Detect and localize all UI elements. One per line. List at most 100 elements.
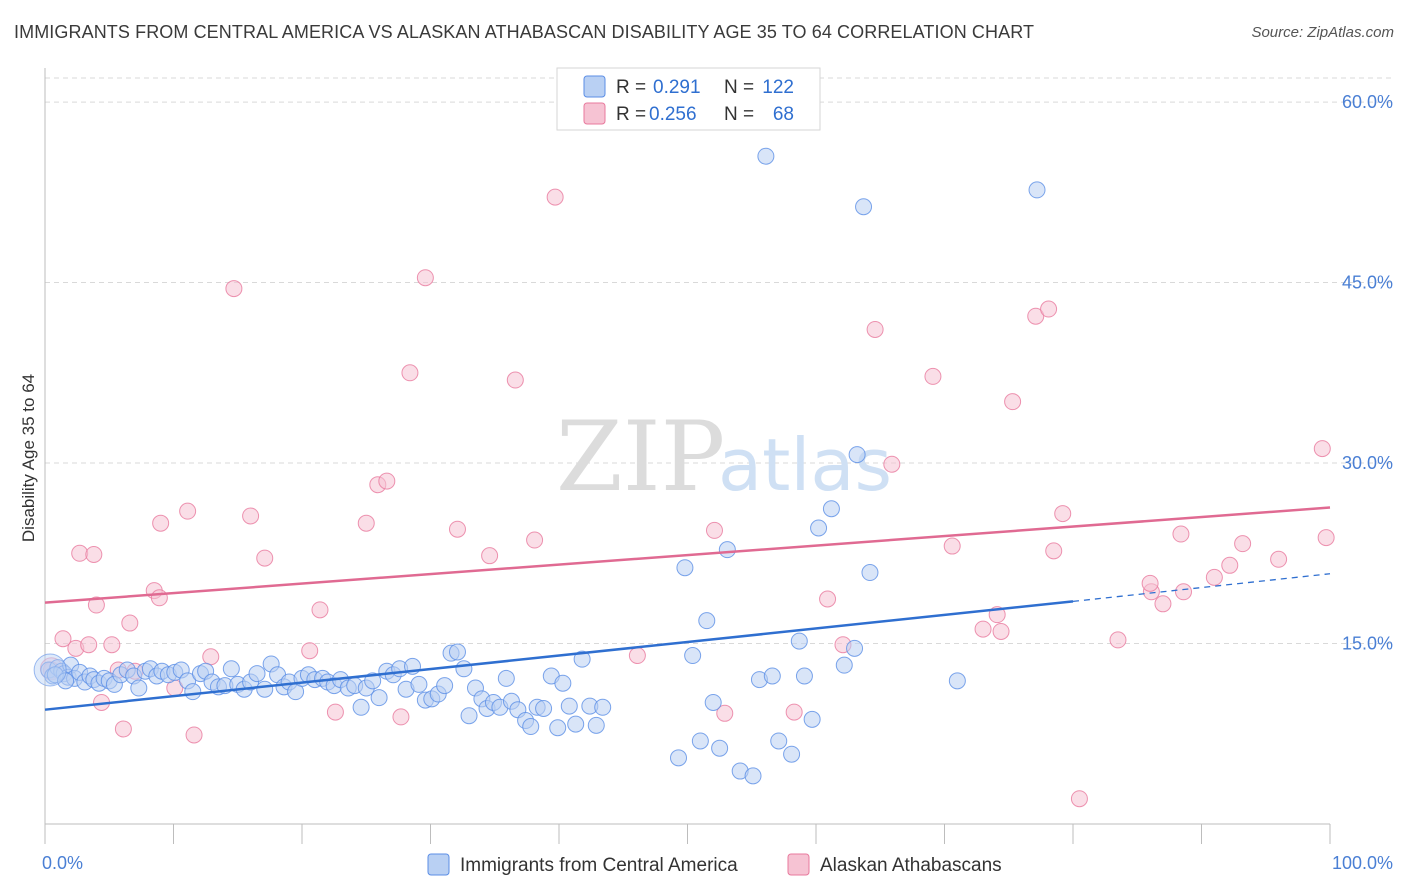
- pink-point: [1054, 505, 1072, 523]
- pink-point: [416, 269, 434, 287]
- y-tick-label: 45.0%: [1342, 273, 1393, 293]
- pink-point: [152, 514, 170, 532]
- pink-point: [546, 188, 564, 206]
- pink-point: [71, 544, 89, 562]
- bottom-legend-label-blue: Immigrants from Central America: [460, 855, 738, 876]
- pink-point: [1004, 393, 1022, 411]
- y-tick-labels: 15.0% 30.0% 45.0% 60.0%: [1342, 92, 1393, 653]
- legend-r-value-pink: 0.256: [649, 104, 697, 125]
- blue-point: [130, 679, 148, 697]
- legend-n-label-blue: N =: [724, 77, 754, 98]
- bottom-legend-swatch-pink: [787, 853, 810, 876]
- legend-swatch-pink: [583, 102, 606, 125]
- pink-point: [357, 514, 375, 532]
- pink-point: [87, 596, 105, 614]
- blue-point: [770, 732, 788, 750]
- blue-point: [670, 749, 688, 767]
- series-legend: Immigrants from Central America Alaskan …: [427, 853, 1002, 876]
- pink-point: [225, 280, 243, 298]
- series-blue-points: [33, 147, 1046, 785]
- blue-point: [587, 716, 605, 734]
- blue-point: [256, 680, 274, 698]
- pink-point: [1027, 307, 1045, 325]
- pink-point: [1270, 550, 1288, 568]
- pink-point: [54, 630, 72, 648]
- bottom-legend-swatch-blue: [427, 853, 450, 876]
- blue-point: [795, 667, 813, 685]
- blue-point: [822, 500, 840, 518]
- blue-point: [1028, 181, 1046, 199]
- blue-point: [448, 643, 466, 661]
- blue-point: [684, 647, 702, 665]
- watermark: ZIP atlas: [556, 401, 892, 513]
- blue-point: [744, 767, 762, 785]
- watermark-zip: ZIP: [556, 401, 725, 513]
- blue-point: [803, 710, 821, 728]
- legend-r-label-blue: R =: [616, 77, 646, 98]
- pink-point: [1141, 574, 1159, 592]
- pink-point: [121, 614, 139, 632]
- y-tick-label: 60.0%: [1342, 92, 1393, 112]
- blue-point: [535, 699, 553, 717]
- watermark-atlas: atlas: [718, 423, 892, 507]
- blue-point: [560, 697, 578, 715]
- blue-point: [410, 675, 428, 693]
- y-tick-label: 15.0%: [1342, 634, 1393, 654]
- blue-point: [522, 718, 540, 736]
- x-tick-label-end: 100.0%: [1332, 853, 1393, 873]
- blue-point: [757, 147, 775, 165]
- pink-point: [1205, 568, 1223, 586]
- pink-point: [481, 547, 499, 565]
- pink-point: [1040, 300, 1058, 318]
- gridlines: [45, 77, 1394, 645]
- chart-title: IMMIGRANTS FROM CENTRAL AMERICA VS ALASK…: [14, 22, 1035, 42]
- blue-point: [835, 656, 853, 674]
- pink-point: [974, 620, 992, 638]
- blue-point: [861, 564, 879, 582]
- pink-point: [150, 589, 168, 607]
- pink-point: [202, 648, 220, 666]
- legend-swatch-blue: [583, 75, 606, 98]
- legend-n-value-blue: 122: [762, 77, 794, 98]
- pink-point: [943, 537, 961, 555]
- pink-point: [103, 636, 121, 654]
- y-tick-label: 30.0%: [1342, 453, 1393, 473]
- pink-point: [924, 367, 942, 385]
- blue-point: [460, 707, 478, 725]
- pink-point: [80, 636, 98, 654]
- blue-point: [676, 559, 694, 577]
- blue-point: [704, 693, 722, 711]
- pink-point: [392, 708, 410, 726]
- pink-point: [1175, 583, 1193, 601]
- pink-point: [242, 507, 260, 525]
- pink-point: [85, 545, 103, 563]
- pink-point: [301, 642, 319, 660]
- pink-point: [1234, 535, 1252, 553]
- pink-point: [866, 320, 884, 338]
- blue-point: [948, 672, 966, 690]
- pink-point: [1313, 440, 1331, 458]
- blue-point: [790, 632, 808, 650]
- blue-point: [848, 446, 866, 464]
- blue-point-cluster: [33, 653, 67, 687]
- pink-point: [1172, 525, 1190, 543]
- axes: [44, 68, 1331, 844]
- pink-point: [992, 622, 1010, 640]
- x-tick-labels: 0.0% 100.0%: [42, 853, 1393, 873]
- pink-point: [883, 455, 901, 473]
- pink-point: [705, 521, 723, 539]
- y-axis-label: Disability Age 35 to 64: [19, 374, 38, 542]
- legend-r-label-pink: R =: [616, 104, 646, 125]
- pink-point: [526, 531, 544, 549]
- bottom-legend-label-pink: Alaskan Athabascans: [820, 855, 1002, 876]
- blue-point: [810, 519, 828, 537]
- pink-point: [1317, 529, 1335, 547]
- blue-trend-line: [44, 600, 1074, 711]
- blue-point: [698, 612, 716, 630]
- pink-point: [1154, 595, 1172, 613]
- blue-point: [567, 715, 585, 733]
- pink-point: [114, 720, 132, 738]
- pink-point: [311, 601, 329, 619]
- source-label: Source: ZipAtlas.com: [1251, 24, 1394, 41]
